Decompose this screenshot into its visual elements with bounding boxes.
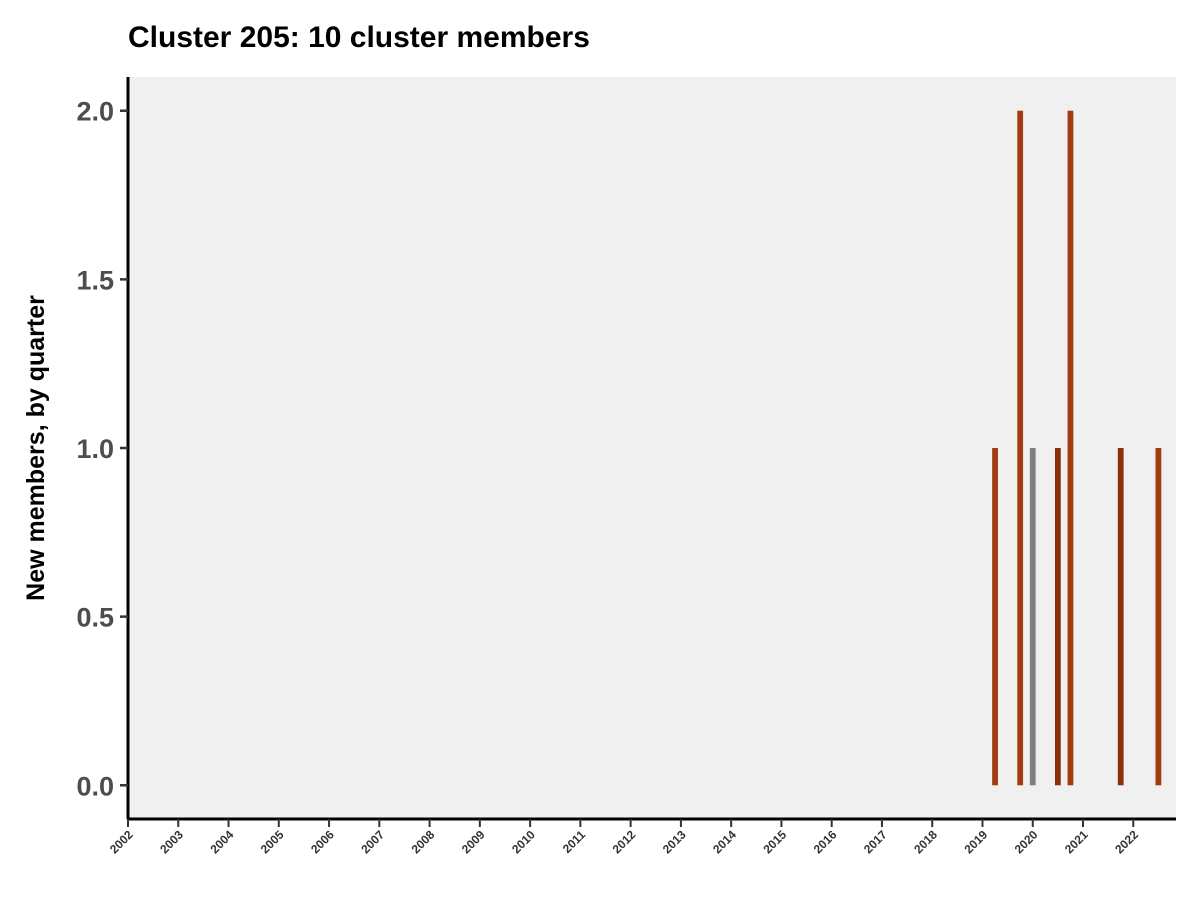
x-tick-label: 2012 <box>610 827 639 856</box>
x-axis: 2002 2003 2004 2005 2006 2007 2008 2009 2010 2011… <box>107 817 1176 856</box>
x-tick-label: 2006 <box>308 827 337 856</box>
x-tick-label: 2020 <box>1012 827 1041 856</box>
bar-2 <box>1029 448 1036 786</box>
x-tick-label: 2021 <box>1062 827 1091 856</box>
x-tick-label: 2005 <box>258 827 287 856</box>
y-tick-label: 2.0 <box>76 97 114 127</box>
y-axis-label: New members, by quarter <box>22 295 50 601</box>
y-axis: 0.0 0.5 1.0 1.5 2.0 <box>76 77 130 819</box>
x-tick-label: 2003 <box>157 827 186 856</box>
x-tick-label: 2008 <box>409 827 438 856</box>
y-tick-label: 0.5 <box>76 603 114 633</box>
bar-3 <box>1054 448 1061 786</box>
x-tick-label: 2002 <box>107 827 136 856</box>
x-tick-label: 2007 <box>358 827 387 856</box>
y-tick-label: 1.0 <box>76 434 114 464</box>
x-tick-label: 2015 <box>760 827 789 856</box>
x-tick-label: 2022 <box>1112 827 1141 856</box>
x-tick-label: 2013 <box>660 827 689 856</box>
x-tick-label: 2011 <box>560 827 589 856</box>
x-tick-label: 2018 <box>911 827 940 856</box>
y-tick-label: 0.0 <box>76 771 114 801</box>
plot-panel <box>128 77 1176 819</box>
bars <box>992 110 1162 786</box>
bar-1 <box>1017 110 1024 786</box>
x-tick-label: 2010 <box>509 827 538 856</box>
x-tick-label: 2004 <box>208 827 237 856</box>
x-tick-label: 2016 <box>811 827 840 856</box>
bar-5 <box>1117 448 1124 786</box>
chart-title: Cluster 205: 10 cluster members <box>128 21 590 54</box>
bar-6 <box>1155 448 1162 786</box>
x-tick-label: 2009 <box>459 827 488 856</box>
bar-4 <box>1067 110 1074 786</box>
y-tick-label: 1.5 <box>76 265 114 295</box>
x-tick-label: 2014 <box>710 827 739 856</box>
x-tick-label: 2019 <box>961 827 990 856</box>
x-tick-label: 2017 <box>861 827 890 856</box>
bar-0 <box>992 448 998 786</box>
